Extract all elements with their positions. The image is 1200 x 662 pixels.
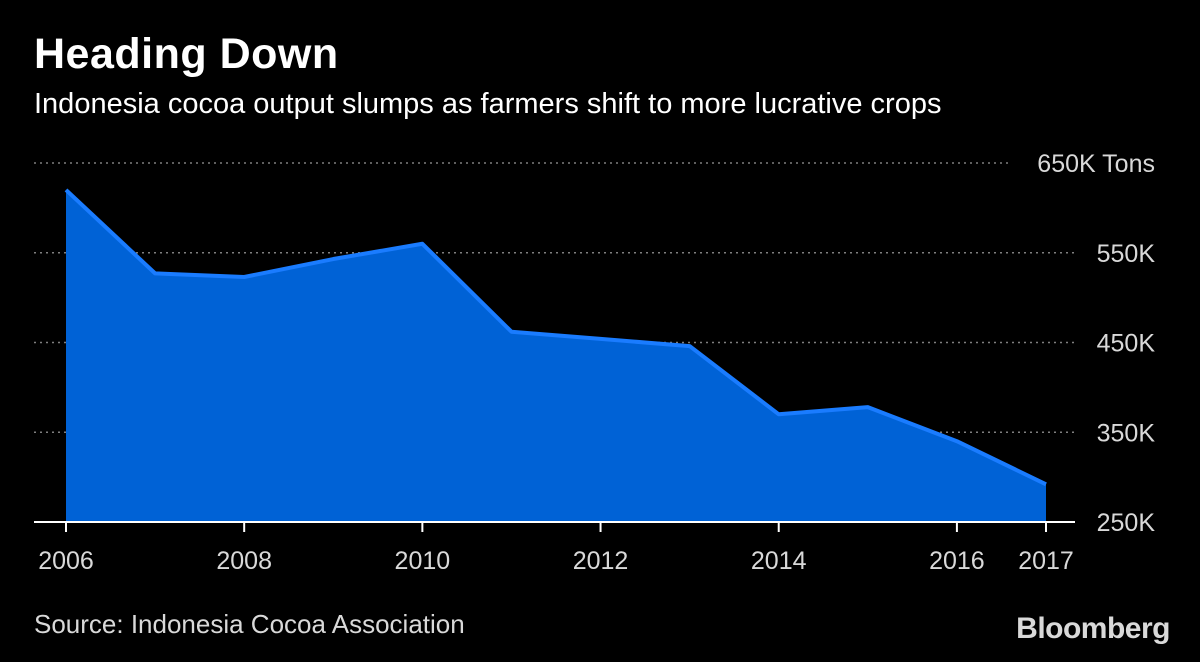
y-axis-labels: 650K Tons 550K 450K 350K 250K	[1037, 150, 1155, 537]
x-axis	[34, 521, 1075, 532]
chart-title: Heading Down	[34, 30, 339, 78]
y-tick-label: 450K	[1097, 330, 1156, 358]
y-tick-label: 250K	[1097, 509, 1156, 537]
area-fill	[66, 189, 1046, 523]
source-note: Source: Indonesia Cocoa Association	[34, 609, 465, 639]
y-tick-label: 350K	[1097, 419, 1156, 447]
x-tick-label: 2008	[216, 547, 272, 575]
gridlines	[34, 162, 1075, 433]
series-line	[64, 188, 1047, 487]
x-axis-labels: 2006 2008 2010 2012 2014 2016 2017	[38, 547, 1074, 575]
x-tick-label: 2014	[751, 547, 807, 575]
area-layer	[64, 188, 1047, 523]
x-tick-label: 2006	[38, 547, 94, 575]
y-tick-label: 650K Tons	[1037, 150, 1155, 178]
x-tick-label: 2012	[573, 547, 629, 575]
x-tick-label: 2010	[395, 547, 451, 575]
x-tick-label: 2017	[1018, 547, 1074, 575]
x-tick-label: 2016	[929, 547, 985, 575]
y-tick-label: 550K	[1097, 240, 1156, 268]
bloomberg-logo: Bloomberg	[1016, 612, 1170, 645]
chart-subtitle: Indonesia cocoa output slumps as farmers…	[34, 88, 942, 120]
